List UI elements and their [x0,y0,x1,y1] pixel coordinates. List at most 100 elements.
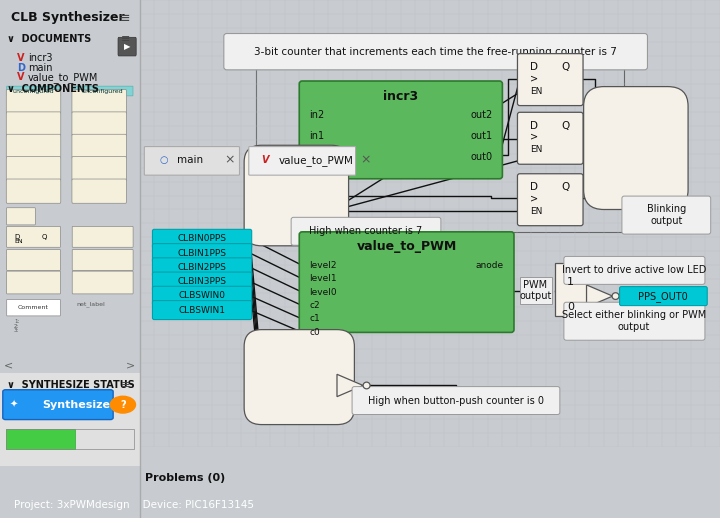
FancyBboxPatch shape [72,112,127,136]
FancyBboxPatch shape [153,243,252,263]
Text: out0: out0 [470,152,492,162]
Text: anode: anode [476,261,504,270]
Text: PWM
output: PWM output [519,280,552,301]
Bar [6,429,134,450]
FancyBboxPatch shape [6,250,60,270]
Circle shape [612,293,619,299]
FancyBboxPatch shape [6,134,60,159]
Bar [256,45,624,232]
Text: in1: in1 [309,131,324,141]
FancyBboxPatch shape [118,37,136,56]
FancyBboxPatch shape [153,300,252,320]
Text: V: V [17,53,24,63]
Text: c1: c1 [309,314,320,324]
FancyBboxPatch shape [518,112,583,164]
Text: CLB Synthesizer: CLB Synthesizer [12,11,125,24]
Text: in0: in0 [309,152,324,162]
Text: >: > [530,132,539,142]
Text: c0: c0 [309,328,320,337]
FancyBboxPatch shape [72,179,127,203]
Text: ∨  COMPONENTS: ∨ COMPONENTS [7,84,99,94]
Text: main: main [28,63,53,73]
Text: D: D [530,182,539,192]
Circle shape [363,382,370,389]
Text: CLBIN1PPS: CLBIN1PPS [177,249,226,257]
FancyBboxPatch shape [3,390,113,420]
FancyBboxPatch shape [244,329,354,425]
Bar [6,429,76,450]
FancyBboxPatch shape [244,145,348,246]
Text: High when button-push counter is 0: High when button-push counter is 0 [368,396,544,406]
FancyBboxPatch shape [153,229,252,248]
Text: level2: level2 [309,261,337,270]
Text: V: V [261,155,269,165]
Bar [554,263,587,315]
Text: D: D [17,63,24,73]
Circle shape [110,396,135,413]
Text: CLBSWIN1: CLBSWIN1 [179,306,225,314]
Text: ≡: ≡ [120,380,130,391]
Text: >: > [126,361,135,370]
FancyBboxPatch shape [584,87,688,209]
FancyBboxPatch shape [622,196,711,234]
Text: V: V [17,73,24,82]
FancyBboxPatch shape [153,258,252,277]
Text: D: D [530,121,539,131]
FancyBboxPatch shape [6,226,60,247]
Text: >: > [530,193,539,204]
Text: ∨  SYNTHESIZE STATUS: ∨ SYNTHESIZE STATUS [7,380,135,391]
FancyBboxPatch shape [564,256,705,284]
Text: EN: EN [530,207,543,215]
Text: net_label: net_label [77,301,106,307]
Text: value_to_PWM: value_to_PWM [279,154,354,166]
Text: D: D [14,234,19,240]
Text: 1:: 1: [14,319,19,324]
Text: Q: Q [42,234,48,240]
FancyBboxPatch shape [153,272,252,291]
Text: 0: 0 [567,303,574,312]
Text: out1: out1 [470,131,492,141]
FancyBboxPatch shape [72,271,133,294]
FancyBboxPatch shape [249,147,356,175]
Bar [520,277,552,305]
FancyBboxPatch shape [72,90,127,114]
Text: ×: × [225,153,235,167]
Text: value_to_PWM: value_to_PWM [28,73,99,83]
Text: Invert to drive active low LED: Invert to drive active low LED [562,265,706,276]
FancyBboxPatch shape [291,218,441,245]
Text: ○: ○ [160,155,168,165]
Polygon shape [587,285,613,307]
Text: CLBIN3PPS: CLBIN3PPS [177,277,226,286]
Text: Q: Q [562,182,570,192]
FancyBboxPatch shape [6,86,60,96]
Text: 3-bit counter that increments each time the free-running counter is 7: 3-bit counter that increments each time … [254,47,617,57]
FancyBboxPatch shape [144,147,240,175]
FancyBboxPatch shape [518,54,583,106]
Text: incr3: incr3 [383,90,418,103]
Text: Project: 3xPWMdesign    Device: PIC16F13145: Project: 3xPWMdesign Device: PIC16F13145 [14,500,254,510]
FancyBboxPatch shape [6,299,60,316]
Text: CLBIN2PPS: CLBIN2PPS [177,263,226,272]
Text: Q: Q [562,121,570,131]
Text: EN: EN [14,239,22,244]
FancyBboxPatch shape [72,86,133,96]
Text: Q: Q [562,62,570,72]
FancyBboxPatch shape [72,134,127,159]
Text: CLBSWIN0: CLBSWIN0 [179,291,225,300]
FancyBboxPatch shape [6,112,60,136]
Text: Comment: Comment [18,305,49,310]
Text: level1: level1 [309,274,337,283]
FancyBboxPatch shape [6,179,60,203]
Text: ▶: ▶ [124,42,130,51]
Text: D: D [530,62,539,72]
Text: ✦: ✦ [10,400,18,410]
FancyBboxPatch shape [518,174,583,226]
Text: <: < [4,361,14,370]
Text: 1: 1 [567,277,574,287]
Text: unconfigured: unconfigured [13,89,54,94]
Text: ×: × [361,153,372,167]
Text: out2: out2 [470,109,492,120]
Text: Problems (0): Problems (0) [145,473,226,483]
Polygon shape [337,375,363,397]
FancyBboxPatch shape [153,286,252,305]
